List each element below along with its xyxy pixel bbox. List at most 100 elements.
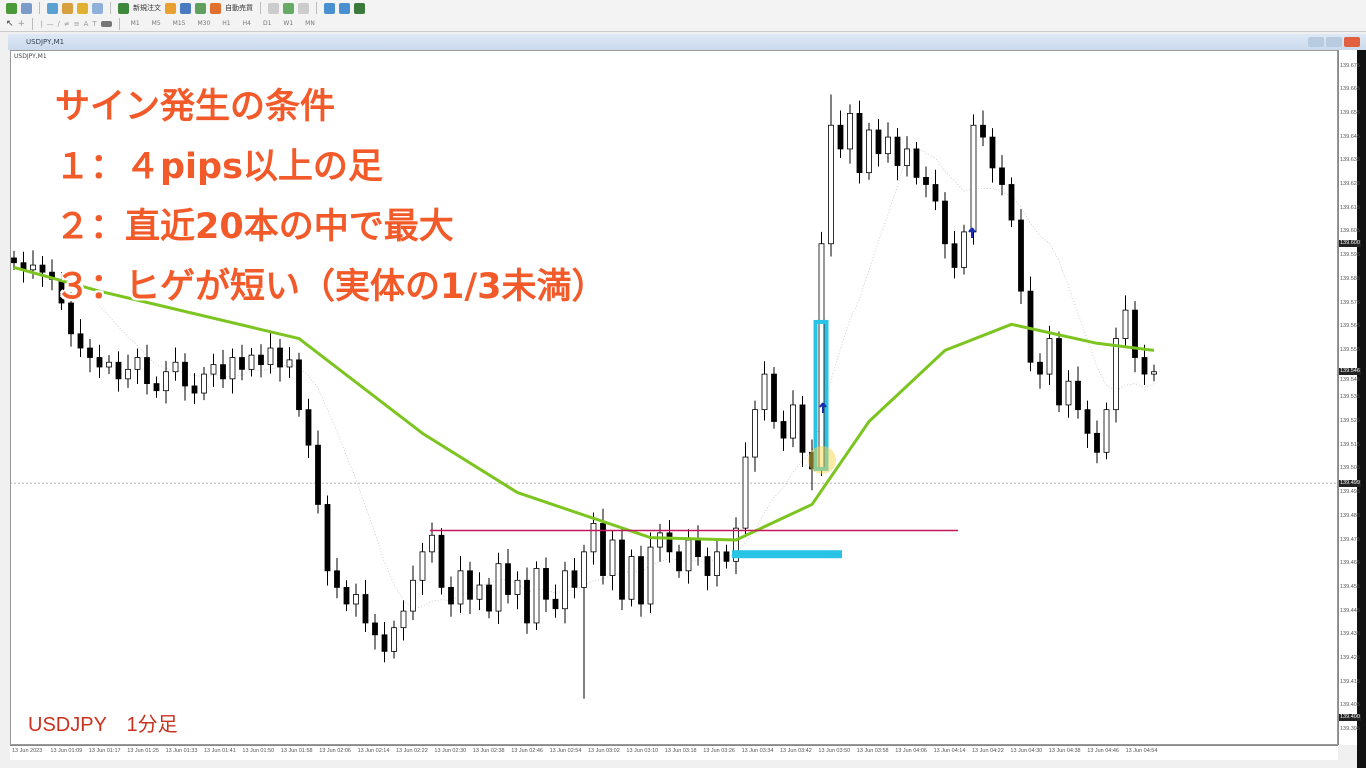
time-tick-label: 13 Jun 03:34 <box>741 748 774 754</box>
bear-candle <box>77 333 84 349</box>
rectangle-icon[interactable] <box>100 20 112 27</box>
tester-icon[interactable] <box>92 2 103 14</box>
bear-candle <box>486 584 492 612</box>
bear-candle <box>543 568 549 600</box>
tf-d1[interactable]: D1 <box>262 20 272 27</box>
target-zone-bar <box>732 550 842 559</box>
slow-ma-line <box>13 266 1155 542</box>
bull-candle <box>761 373 768 411</box>
bear-candle <box>980 124 986 138</box>
overlay-condition-3: ３：ヒゲが短い（実体の1/3未満） <box>55 267 607 307</box>
bear-candle <box>875 129 882 155</box>
new-order-button[interactable]: 新規注文 <box>133 4 161 12</box>
bear-candle <box>296 359 302 411</box>
tf-m1[interactable]: M1 <box>130 20 140 27</box>
overlay-condition-1: １：４pips以上の足 <box>55 147 383 187</box>
bull-candle <box>1103 409 1110 453</box>
label-icon[interactable]: T <box>92 19 97 28</box>
bear-candle <box>115 361 122 380</box>
bull-candle <box>476 584 483 600</box>
bear-candle <box>343 587 350 605</box>
bear-candle <box>305 409 312 446</box>
tf-m30[interactable]: M30 <box>197 20 211 27</box>
market-watch-icon[interactable] <box>47 2 58 14</box>
bull-candle <box>125 368 131 380</box>
fibonacci-icon[interactable]: ≡ <box>73 19 80 28</box>
price-marker-label: 139.499 <box>1339 479 1361 487</box>
tf-h1[interactable]: H1 <box>222 20 231 27</box>
time-tick-label: 13 Jun 04:46 <box>1087 748 1119 754</box>
user-icon[interactable] <box>180 2 191 14</box>
price-tick-label: 139.465 <box>1340 560 1360 567</box>
bull-candle <box>1122 309 1129 339</box>
navigator-icon[interactable] <box>62 2 73 14</box>
close-button[interactable] <box>1344 37 1360 47</box>
bear-candle <box>1037 361 1043 375</box>
tf-m5[interactable]: M5 <box>151 20 161 27</box>
time-axis[interactable]: 13 Jun 2023 13 Jun 01:09 13 Jun 01:17 13 Ju… <box>10 745 1338 760</box>
bull-candle <box>514 579 521 595</box>
time-tick-label: 13 Jun 02:06 <box>319 748 351 754</box>
globe-icon[interactable] <box>195 2 206 14</box>
cursor-icon[interactable]: ↖ <box>6 18 14 29</box>
bear-candle <box>372 622 378 636</box>
time-tick-label: 13 Jun 03:42 <box>780 748 812 754</box>
channel-icon[interactable]: ≠ <box>63 19 70 28</box>
price-tick-label: 139.485 <box>1340 512 1360 519</box>
bear-candle <box>923 176 929 185</box>
minimize-button[interactable] <box>1308 37 1324 47</box>
bull-candle <box>410 579 416 612</box>
bear-candle <box>951 243 958 268</box>
bear-candle <box>220 364 226 380</box>
right-edge <box>1357 50 1366 768</box>
bull-candle <box>790 404 796 439</box>
price-tick-label: 139.605 <box>1340 228 1360 235</box>
text-icon[interactable]: A <box>83 19 89 28</box>
horizontal-line-icon[interactable]: — <box>46 19 54 28</box>
tf-w1[interactable]: W1 <box>283 20 294 27</box>
line-chart-icon[interactable] <box>298 2 309 14</box>
bear-candle <box>505 563 511 595</box>
time-tick-label: 13 Jun 01:33 <box>165 748 198 754</box>
auto-trading-button[interactable]: 自動売買 <box>225 4 253 12</box>
profiles-icon[interactable] <box>21 2 32 14</box>
bull-candle <box>1046 338 1053 375</box>
crosshair-icon[interactable]: + <box>17 18 26 29</box>
candlestick-icon[interactable] <box>283 2 294 14</box>
new-chart-icon[interactable] <box>6 2 17 14</box>
price-tick-label: 139.505 <box>1340 465 1360 472</box>
bull-candle <box>229 357 236 380</box>
bear-candle <box>704 556 711 576</box>
zoom-in-icon[interactable] <box>324 2 335 14</box>
tf-mn[interactable]: MN <box>305 20 315 27</box>
zoom-out-icon[interactable] <box>339 2 350 14</box>
bear-candle <box>723 551 730 562</box>
time-tick-label: 13 Jun 01:50 <box>242 748 275 754</box>
bull-candle <box>1113 338 1119 411</box>
restore-button[interactable] <box>1326 37 1342 47</box>
bar-chart-icon[interactable] <box>268 2 279 14</box>
price-tick-label: 139.665 <box>1340 86 1360 93</box>
tile-windows-icon[interactable] <box>354 2 365 14</box>
tf-h4[interactable]: H4 <box>242 20 251 27</box>
bear-candle <box>182 361 188 387</box>
bull-candle <box>391 627 397 652</box>
terminal-icon[interactable] <box>77 2 88 14</box>
chart-window-titlebar: USDJPY,M1 <box>8 34 1366 50</box>
bull-candle <box>647 546 654 605</box>
bull-candle <box>201 373 207 394</box>
price-marker-label: 139.546 <box>1339 368 1361 376</box>
vertical-line-icon[interactable]: | <box>40 19 43 28</box>
trendline-icon[interactable]: / <box>57 19 60 28</box>
bull-candle <box>970 124 977 233</box>
price-axis[interactable] <box>1338 50 1357 745</box>
bull-candle <box>172 361 179 373</box>
price-tick-label: 139.475 <box>1340 536 1360 543</box>
metaeditor-icon[interactable] <box>165 2 176 14</box>
bear-candle <box>619 539 625 600</box>
tf-m15[interactable]: M15 <box>172 20 186 27</box>
bull-candle <box>562 570 568 610</box>
bear-candle <box>799 404 806 453</box>
price-tick-label: 139.415 <box>1340 678 1360 685</box>
price-tick-label: 139.495 <box>1340 489 1360 496</box>
